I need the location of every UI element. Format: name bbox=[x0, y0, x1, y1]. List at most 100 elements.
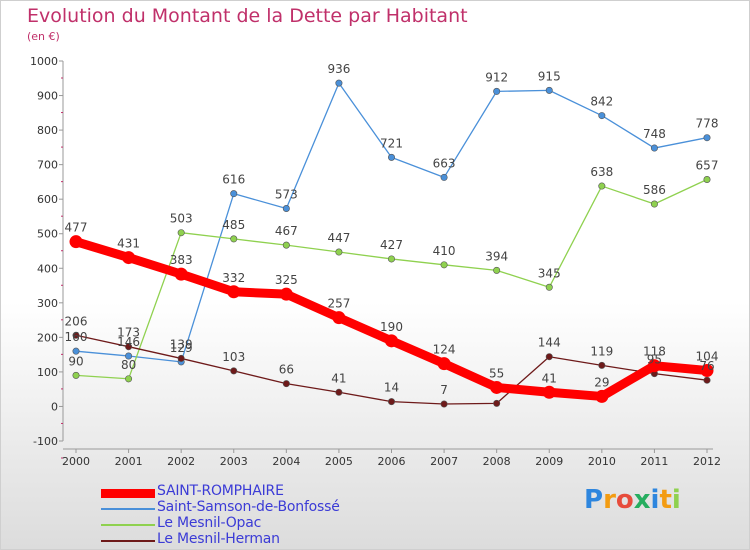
data-label: 129 bbox=[170, 341, 193, 355]
data-label: 160 bbox=[65, 330, 88, 344]
logo-letter: P bbox=[584, 485, 604, 515]
logo-letter: x bbox=[633, 485, 651, 515]
y-tick-label: -100 bbox=[33, 435, 58, 448]
data-point bbox=[598, 361, 606, 369]
data-point bbox=[703, 175, 711, 183]
logo-letter: r bbox=[603, 485, 616, 515]
logo-letter: t bbox=[659, 485, 672, 515]
data-point bbox=[647, 359, 661, 373]
legend-label: Saint-Samson-de-Bonfossé bbox=[157, 499, 340, 515]
y-tick-label: 1000 bbox=[30, 55, 58, 68]
data-point bbox=[122, 251, 136, 265]
data-point bbox=[335, 79, 343, 87]
data-label: 7 bbox=[440, 383, 448, 397]
data-label: 332 bbox=[222, 271, 245, 285]
data-point bbox=[545, 86, 553, 94]
data-label: 394 bbox=[485, 249, 508, 263]
data-point bbox=[545, 283, 553, 291]
legend-label: SAINT-ROMPHAIRE bbox=[157, 483, 284, 499]
logo-letter: i bbox=[671, 485, 681, 515]
data-point bbox=[335, 388, 343, 396]
data-point bbox=[72, 371, 80, 379]
x-tick-label: 2010 bbox=[588, 455, 616, 468]
data-point bbox=[703, 134, 711, 142]
data-point bbox=[387, 255, 395, 263]
data-point bbox=[387, 153, 395, 161]
data-label: 485 bbox=[222, 218, 245, 232]
data-label: 410 bbox=[433, 244, 456, 258]
data-label: 778 bbox=[696, 117, 719, 131]
data-point bbox=[598, 182, 606, 190]
data-point bbox=[227, 285, 241, 299]
legend-swatch bbox=[101, 508, 155, 510]
data-point bbox=[650, 200, 658, 208]
data-label: 427 bbox=[380, 238, 403, 252]
data-point bbox=[598, 112, 606, 120]
y-tick-label: 200 bbox=[37, 331, 58, 344]
data-label: 206 bbox=[65, 314, 88, 328]
data-point bbox=[72, 347, 80, 355]
y-tick-label: 700 bbox=[37, 159, 58, 172]
x-tick-label: 2012 bbox=[693, 455, 721, 468]
data-point bbox=[493, 399, 501, 407]
data-label: 257 bbox=[327, 297, 350, 311]
legend-swatch bbox=[101, 488, 155, 498]
data-point bbox=[387, 398, 395, 406]
data-point bbox=[230, 235, 238, 243]
data-label: 76 bbox=[699, 359, 714, 373]
data-label: 936 bbox=[327, 62, 350, 76]
data-point bbox=[440, 261, 448, 269]
data-label: 146 bbox=[117, 335, 140, 349]
y-tick-label: 300 bbox=[37, 297, 58, 310]
x-tick-label: 2002 bbox=[167, 455, 195, 468]
data-point bbox=[230, 367, 238, 375]
x-tick-label: 2001 bbox=[115, 455, 143, 468]
data-point bbox=[72, 331, 80, 339]
x-tick-label: 2008 bbox=[483, 455, 511, 468]
data-point bbox=[174, 267, 188, 281]
data-point bbox=[279, 287, 293, 301]
legend-swatch bbox=[101, 524, 155, 526]
data-point bbox=[545, 353, 553, 361]
x-tick-label: 2000 bbox=[62, 455, 90, 468]
y-tick-label: 0 bbox=[51, 400, 58, 413]
data-point bbox=[230, 190, 238, 198]
data-label: 431 bbox=[117, 237, 140, 251]
x-tick-label: 2003 bbox=[220, 455, 248, 468]
data-label: 912 bbox=[485, 70, 508, 84]
legend-label: Le Mesnil-Herman bbox=[157, 531, 280, 547]
data-point bbox=[542, 385, 556, 399]
data-label: 41 bbox=[542, 371, 557, 385]
data-point bbox=[385, 334, 398, 348]
data-point bbox=[177, 229, 185, 237]
data-label: 144 bbox=[538, 336, 561, 350]
chart-title: Evolution du Montant de la Dette par Hab… bbox=[27, 5, 468, 27]
data-label: 477 bbox=[65, 221, 88, 235]
data-label: 104 bbox=[696, 350, 719, 364]
data-point bbox=[282, 241, 290, 249]
y-tick-label: 400 bbox=[37, 262, 58, 275]
data-label: 638 bbox=[590, 165, 613, 179]
data-label: 55 bbox=[489, 366, 504, 380]
data-label: 573 bbox=[275, 188, 298, 202]
data-point bbox=[493, 87, 501, 95]
y-tick-label: 100 bbox=[37, 366, 58, 379]
data-label: 90 bbox=[68, 354, 83, 368]
data-point bbox=[440, 400, 448, 408]
data-point bbox=[69, 235, 83, 249]
data-label: 41 bbox=[331, 371, 346, 385]
data-label: 173 bbox=[117, 326, 140, 340]
x-tick-label: 2004 bbox=[272, 455, 300, 468]
legend-swatch bbox=[101, 540, 155, 542]
data-point bbox=[335, 248, 343, 256]
data-label: 586 bbox=[643, 183, 666, 197]
data-label: 657 bbox=[696, 158, 719, 172]
data-label: 80 bbox=[121, 358, 136, 372]
data-point bbox=[493, 266, 501, 274]
y-tick-label: 800 bbox=[37, 124, 58, 137]
y-tick-label: 600 bbox=[37, 193, 58, 206]
data-point bbox=[332, 311, 346, 325]
data-label: 29 bbox=[594, 375, 609, 389]
